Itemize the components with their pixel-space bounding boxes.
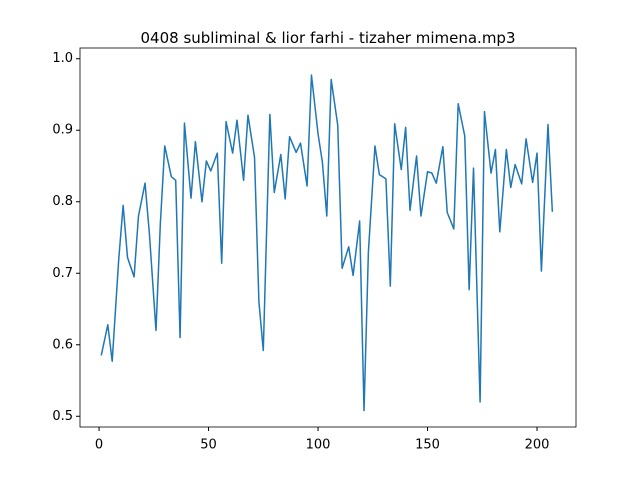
y-tick-label: 0.9 — [52, 123, 73, 138]
x-tick-label: 0 — [95, 438, 103, 453]
x-tick-label: 200 — [525, 438, 550, 453]
x-tick-label: 100 — [306, 438, 331, 453]
y-tick-label: 1.0 — [52, 51, 73, 66]
y-tick-label: 0.5 — [52, 409, 73, 424]
plot-frame — [79, 47, 577, 428]
data-line — [100, 74, 554, 412]
x-tick-label: 150 — [415, 438, 440, 453]
y-tick-label: 0.8 — [52, 194, 73, 209]
y-tick-label: 0.6 — [52, 337, 73, 352]
y-tick-label: 0.7 — [52, 266, 73, 281]
chart-title: 0408 subliminal & lior farhi - tizaher m… — [141, 29, 516, 47]
x-tick-label: 50 — [200, 438, 217, 453]
